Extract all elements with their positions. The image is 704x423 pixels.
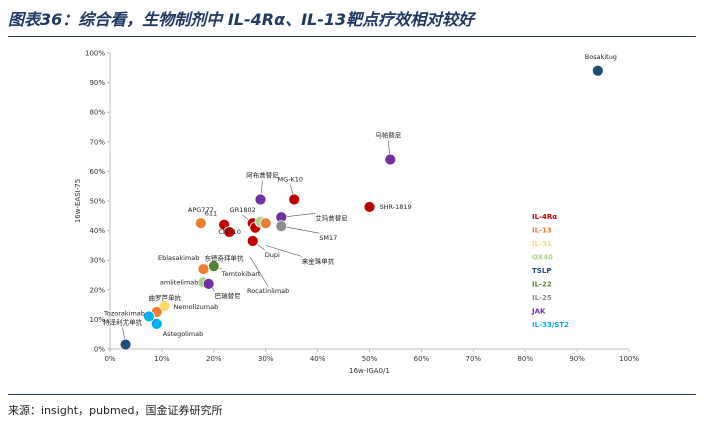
point-label: Eblasakimab bbox=[158, 254, 199, 262]
point-label: MG-K10 bbox=[277, 176, 303, 184]
y-tick-label: 50% bbox=[89, 198, 105, 206]
legend-entry: OX40 bbox=[532, 254, 553, 262]
data-point bbox=[254, 193, 267, 206]
x-tick-label: 20% bbox=[206, 355, 222, 363]
page-title: 图表36：综合看，生物制剂中 IL-4Rα、IL-13靶点疗效相对较好 bbox=[8, 10, 475, 29]
x-tick-label: 10% bbox=[154, 355, 170, 363]
x-axis-label: 16w-IGA0/1 bbox=[349, 367, 390, 375]
y-axis-label: 16w-EASI-75 bbox=[74, 179, 82, 223]
data-point bbox=[223, 226, 236, 238]
data-point bbox=[275, 220, 288, 233]
legend-entry: IL-31 bbox=[532, 240, 552, 248]
x-tick-label: 60% bbox=[414, 355, 430, 363]
point-label: Temtokibart bbox=[221, 270, 261, 278]
y-tick-label: 70% bbox=[89, 138, 105, 146]
legend-entry: JAK bbox=[531, 308, 546, 316]
data-point bbox=[288, 193, 301, 206]
y-tick-label: 10% bbox=[89, 316, 105, 324]
x-tick-label: 30% bbox=[258, 355, 274, 363]
legend-entry: IL-22 bbox=[532, 281, 552, 289]
point-label: amlitelimab bbox=[160, 278, 199, 286]
leader-line bbox=[249, 257, 269, 287]
y-tick-label: 30% bbox=[89, 257, 105, 265]
legend-entry: TSLP bbox=[532, 267, 551, 275]
y-tick-label: 100% bbox=[85, 50, 105, 58]
y-tick-label: 20% bbox=[89, 286, 105, 294]
data-point bbox=[202, 277, 215, 290]
source-note: 来源：insight，pubmed，国金证券研究所 bbox=[8, 404, 223, 417]
point-label: Astegolimab bbox=[163, 330, 204, 338]
point-label: Rocatinlimab bbox=[247, 287, 289, 295]
point-label: 来金珠单抗 bbox=[302, 256, 335, 265]
point-label: 东德奇拜单抗 bbox=[205, 253, 245, 262]
data-point bbox=[197, 263, 210, 275]
y-tick-label: 40% bbox=[89, 227, 105, 235]
point-label: CM310 bbox=[218, 228, 241, 236]
point-label: 艾玛昔替尼 bbox=[315, 213, 348, 222]
x-tick-label: 80% bbox=[517, 355, 533, 363]
y-tick-label: 0% bbox=[94, 346, 105, 354]
point-label: 曲罗芦单抗 bbox=[148, 293, 181, 302]
leader-line bbox=[281, 225, 320, 234]
point-label: SM17 bbox=[319, 234, 337, 242]
data-point bbox=[363, 201, 376, 213]
point-label: 特泽利尤单抗 bbox=[103, 318, 143, 327]
y-tick-label: 90% bbox=[89, 79, 105, 87]
point-label: Nemolizumab bbox=[173, 303, 218, 311]
data-point bbox=[259, 217, 272, 230]
legend-entry: IL-33/ST2 bbox=[532, 321, 569, 329]
data-point bbox=[158, 300, 171, 312]
title-divider bbox=[8, 36, 696, 37]
footer-divider bbox=[8, 394, 696, 395]
point-label: Tozorakimab bbox=[103, 309, 145, 317]
data-point bbox=[194, 217, 207, 230]
point-label: Bosakitug bbox=[585, 53, 617, 61]
legend-entry: IL-4Rα bbox=[532, 213, 557, 221]
chart-ticks: 0% 10% 20% 30% 40% 50% 60% 70% 80% 90% 100% 0% 10% 20… bbox=[85, 50, 639, 364]
data-point bbox=[384, 153, 397, 166]
point-label: Dupi bbox=[265, 251, 280, 259]
legend-entry: IL-13 bbox=[532, 227, 552, 235]
chart-points bbox=[119, 64, 604, 351]
x-tick-label: 40% bbox=[310, 355, 326, 363]
data-point bbox=[150, 317, 163, 330]
y-tick-label: 80% bbox=[89, 109, 105, 117]
point-label: 巴瑞替尼 bbox=[215, 291, 241, 300]
legend-entry: IL-25 bbox=[532, 294, 552, 302]
chart-legend: IL-4Rα IL-13 IL-31 OX40 TSLP IL-22 IL-25 JAK IL-… bbox=[531, 213, 569, 329]
leader-line bbox=[265, 245, 302, 257]
x-tick-label: 100% bbox=[619, 355, 639, 363]
point-label: GR1802 bbox=[230, 206, 256, 214]
data-point bbox=[246, 235, 259, 247]
point-label: APG777 bbox=[188, 206, 214, 214]
point-label: 阿布昔替尼 bbox=[246, 171, 279, 180]
point-label: SHR-1819 bbox=[380, 203, 412, 211]
x-tick-label: 0% bbox=[104, 355, 115, 363]
y-tick-label: 60% bbox=[89, 168, 105, 176]
x-tick-label: 90% bbox=[569, 355, 585, 363]
data-point bbox=[591, 64, 604, 77]
data-point bbox=[119, 338, 132, 351]
x-tick-label: 50% bbox=[362, 355, 378, 363]
data-point bbox=[143, 310, 155, 323]
x-tick-label: 70% bbox=[466, 355, 482, 363]
point-label: 乌帕替尼 bbox=[375, 131, 401, 140]
point-label: 611 bbox=[205, 210, 217, 218]
